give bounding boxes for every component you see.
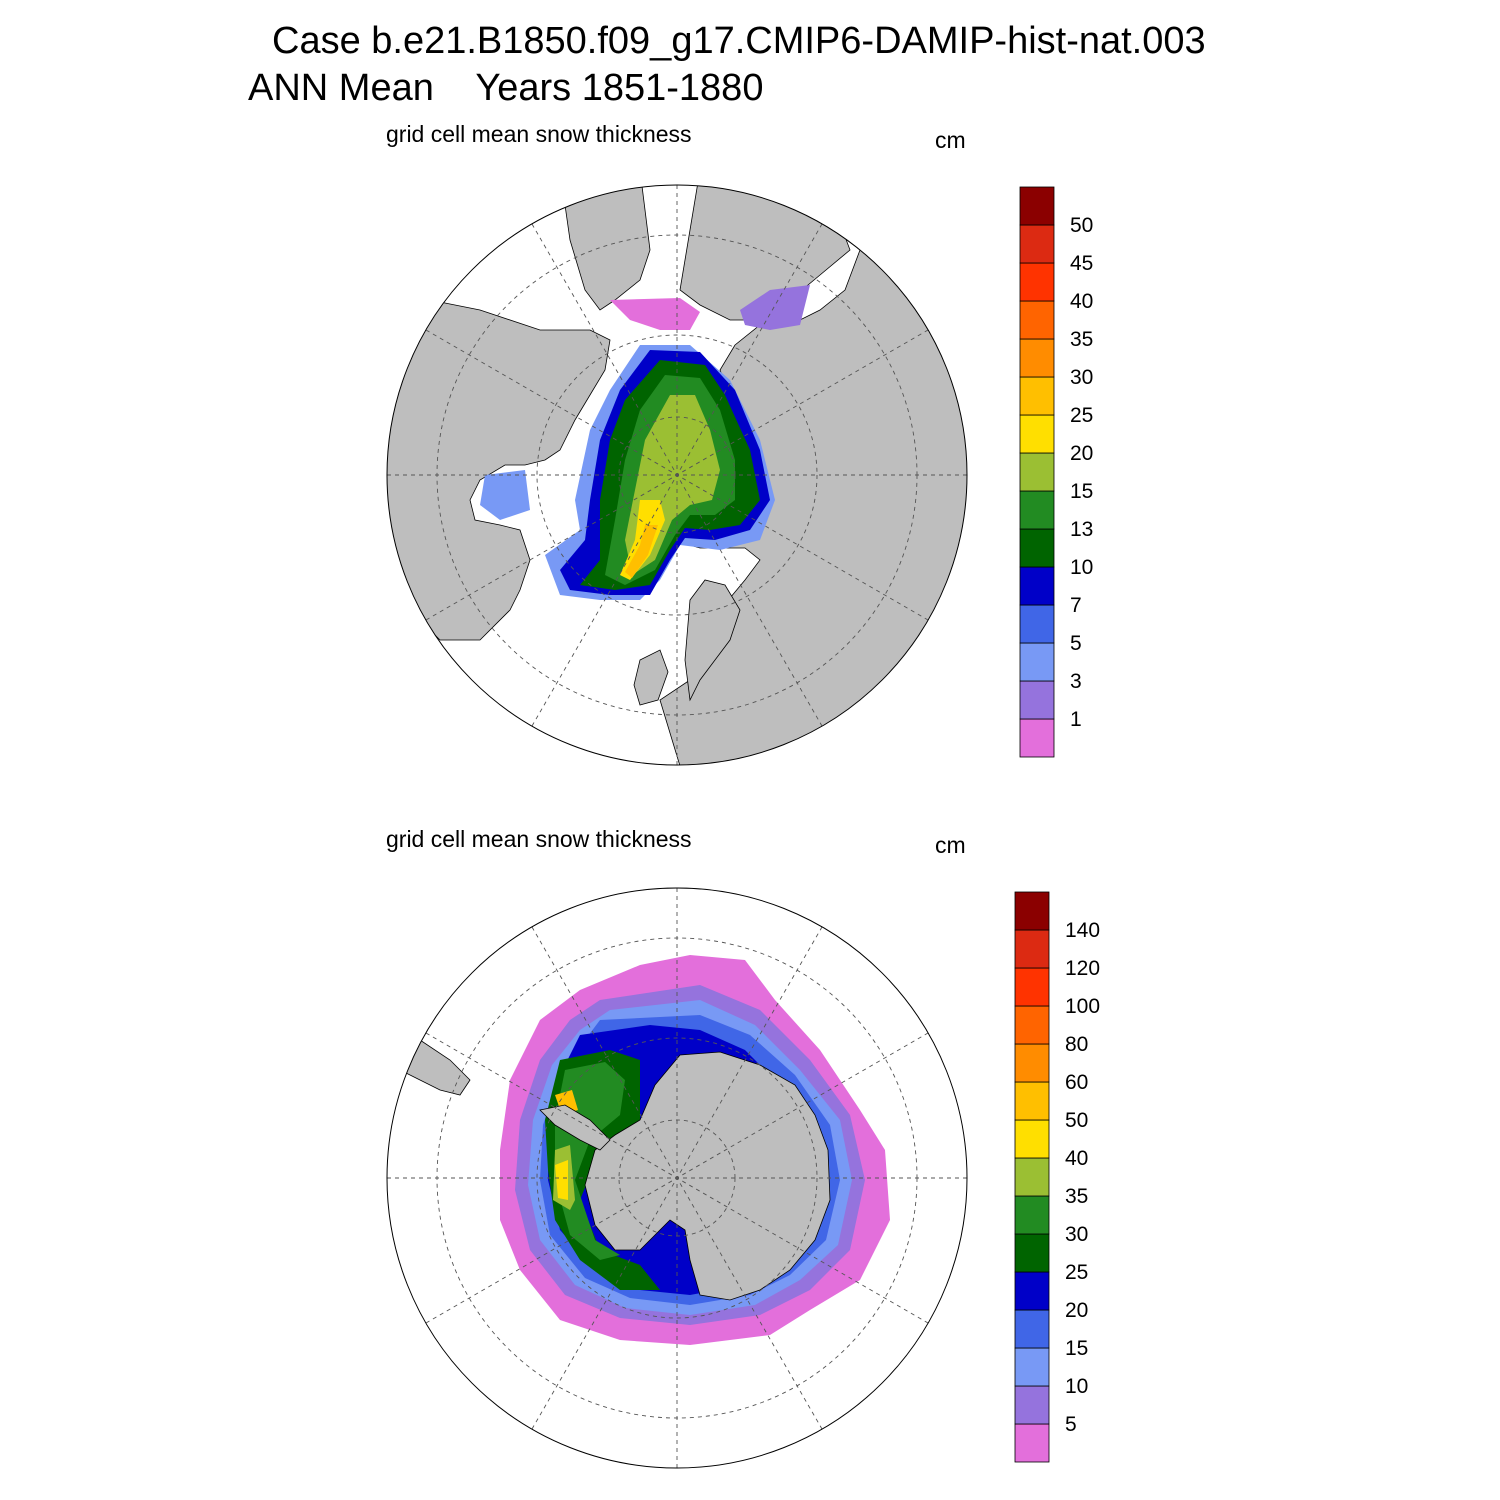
north-polar-map [386, 184, 968, 766]
colorbar-box [1014, 1043, 1050, 1083]
colorbar-label: 15 [1070, 480, 1093, 503]
colorbar-box [1019, 680, 1055, 720]
colorbar-label: 1 [1070, 708, 1082, 731]
colorbar-box [1019, 528, 1055, 568]
colorbar-label: 35 [1065, 1185, 1088, 1208]
colorbar-box [1019, 642, 1055, 682]
colorbar-label: 20 [1070, 442, 1093, 465]
colorbar-box [1019, 300, 1055, 340]
colorbar-box [1014, 929, 1050, 969]
colorbar-box [1014, 891, 1050, 931]
colorbar-box [1014, 967, 1050, 1007]
colorbar-label: 120 [1065, 957, 1100, 980]
colorbar-box [1014, 1081, 1050, 1121]
land-britain [633, 649, 669, 706]
colorbar-label: 5 [1065, 1413, 1077, 1436]
colorbar-box [1014, 1271, 1050, 1311]
south-polar-map [386, 887, 968, 1469]
colorbar-box [1014, 1005, 1050, 1045]
south-panel-title: grid cell mean snow thickness [386, 826, 692, 852]
colorbar-box [1019, 376, 1055, 416]
colorbar-box [1019, 262, 1055, 302]
colorbar-box [1019, 604, 1055, 644]
colorbar-label: 45 [1070, 252, 1093, 275]
colorbar-label: 25 [1070, 404, 1093, 427]
colorbar-box [1019, 566, 1055, 606]
land-antarctic-peninsula [539, 1104, 611, 1151]
snow-band-25cm [625, 525, 658, 578]
colorbar-label: 30 [1065, 1223, 1088, 1246]
colorbar-label: 10 [1070, 556, 1093, 579]
colorbar-label: 50 [1065, 1109, 1088, 1132]
snow-band-bering [740, 285, 810, 330]
colorbar-box [1014, 1233, 1050, 1273]
land-north-america [387, 299, 611, 641]
colorbar-box [1014, 1347, 1050, 1387]
colorbar-box [1019, 186, 1055, 226]
colorbar-label: 5 [1070, 632, 1082, 655]
colorbar-label: 25 [1065, 1261, 1088, 1284]
colorbar-box [1019, 490, 1055, 530]
colorbar-box [1014, 1385, 1050, 1425]
figure-title-case: Case b.e21.B1850.f09_g17.CMIP6-DAMIP-his… [272, 20, 1206, 62]
colorbar-label: 60 [1065, 1071, 1088, 1094]
colorbar-box [1019, 414, 1055, 454]
north-panel-title: grid cell mean snow thickness [386, 121, 692, 147]
colorbar-box [1019, 224, 1055, 264]
colorbar-label: 40 [1070, 290, 1093, 313]
colorbar-box [1014, 1423, 1050, 1463]
colorbar-label: 7 [1070, 594, 1082, 617]
colorbar-label: 50 [1070, 214, 1093, 237]
colorbar-label: 30 [1070, 366, 1093, 389]
colorbar-label: 100 [1065, 995, 1100, 1018]
colorbar-label: 13 [1070, 518, 1093, 541]
colorbar-box [1019, 338, 1055, 378]
colorbar-label: 20 [1065, 1299, 1088, 1322]
colorbar-box [1019, 452, 1055, 492]
snow-band-hudson [480, 470, 530, 520]
colorbar-label: 15 [1065, 1337, 1088, 1360]
colorbar-box [1014, 1119, 1050, 1159]
colorbar-label: 35 [1070, 328, 1093, 351]
colorbar-label: 140 [1065, 919, 1100, 942]
colorbar-label: 10 [1065, 1375, 1088, 1398]
colorbar-box [1019, 718, 1055, 758]
colorbar-label: 3 [1070, 670, 1082, 693]
colorbar-box [1014, 1195, 1050, 1235]
colorbar-label: 80 [1065, 1033, 1088, 1056]
snow-band-50 [555, 1160, 568, 1200]
figure-title-period: ANN Mean Years 1851-1880 [248, 67, 764, 109]
south-panel-unit: cm [935, 832, 966, 858]
colorbar-box [1014, 1309, 1050, 1349]
land-europe [684, 579, 741, 702]
snow-band-1cm [610, 298, 700, 330]
colorbar-box [1014, 1157, 1050, 1197]
south-colorbar: 5 10 15 20 25 30 35 40 50 60 80 100 120 140 [1014, 891, 1100, 1463]
north-panel-unit: cm [935, 127, 966, 153]
colorbar-label: 40 [1065, 1147, 1088, 1170]
